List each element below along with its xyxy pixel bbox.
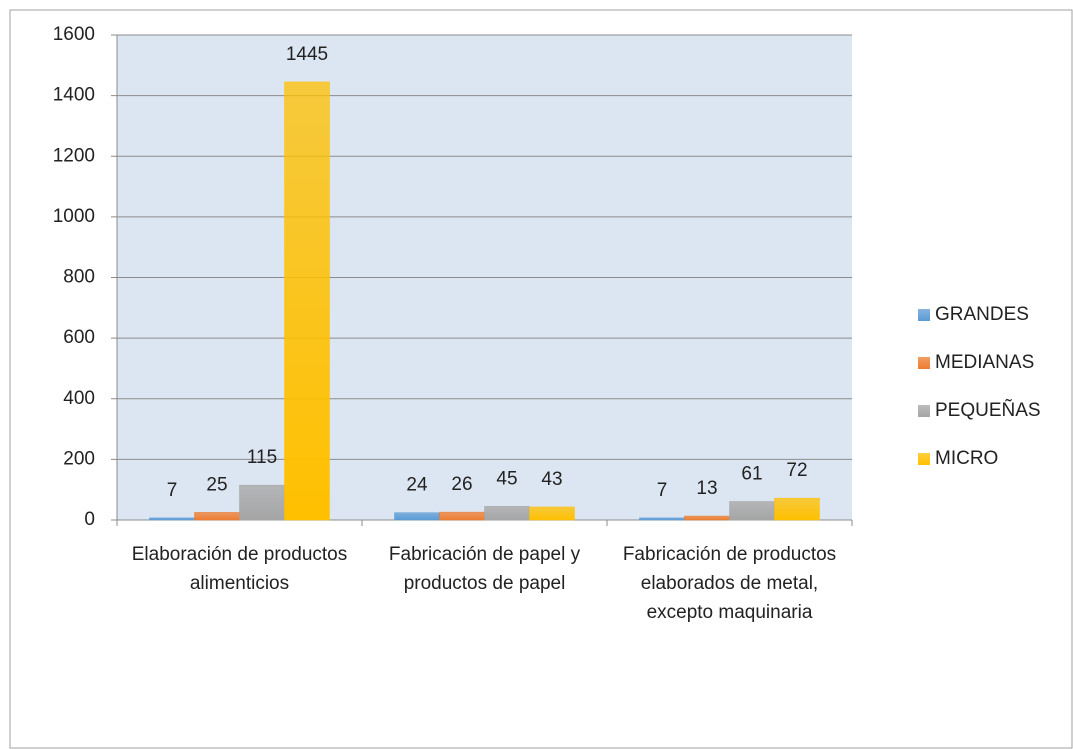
bar xyxy=(484,506,530,521)
data-label: 26 xyxy=(451,474,472,495)
y-tick-label: 800 xyxy=(63,267,95,288)
y-tick-label: 1400 xyxy=(53,85,95,106)
data-label: 7 xyxy=(657,480,668,501)
bar xyxy=(639,517,685,521)
legend-swatch xyxy=(918,357,930,369)
data-label: 24 xyxy=(406,475,428,496)
data-label: 25 xyxy=(206,474,227,495)
x-tick-label: Elaboración de productos alimenticios xyxy=(131,544,348,594)
bar xyxy=(284,81,330,521)
y-tick-label: 600 xyxy=(63,327,95,348)
data-label: 43 xyxy=(541,469,562,490)
data-label: 13 xyxy=(696,478,717,499)
bar xyxy=(729,501,775,521)
y-tick-label: 1600 xyxy=(53,24,95,45)
legend-label: MICRO xyxy=(935,448,998,469)
y-tick-label: 400 xyxy=(63,388,95,409)
data-label: 7 xyxy=(167,480,178,501)
x-tick-label: Fabricación de papel y productos de pape… xyxy=(388,544,581,594)
legend-label: MEDIANAS xyxy=(935,352,1034,373)
y-tick-label: 0 xyxy=(84,509,95,530)
data-label: 72 xyxy=(786,460,807,481)
x-tick-label: Fabricación de productos elaborados de m… xyxy=(622,544,837,623)
legend-swatch xyxy=(918,309,930,321)
bar xyxy=(684,515,730,521)
y-tick-label: 1000 xyxy=(53,206,95,227)
bar xyxy=(394,512,440,521)
bar xyxy=(529,506,575,521)
chart-border xyxy=(9,9,1073,749)
legend-swatch xyxy=(918,453,930,465)
bar xyxy=(194,512,240,521)
data-label: 115 xyxy=(247,447,277,468)
data-label: 1445 xyxy=(286,44,328,65)
data-label: 45 xyxy=(496,468,517,489)
data-label: 61 xyxy=(741,464,762,485)
y-tick-label: 200 xyxy=(63,448,95,469)
legend-label: PEQUEÑAS xyxy=(935,399,1041,421)
bar xyxy=(439,511,485,521)
bar xyxy=(239,484,285,521)
legend-label: GRANDES xyxy=(935,304,1029,325)
y-tick-label: 1200 xyxy=(53,145,95,166)
legend-swatch xyxy=(918,405,930,417)
bar xyxy=(774,497,820,521)
bar xyxy=(149,517,195,521)
